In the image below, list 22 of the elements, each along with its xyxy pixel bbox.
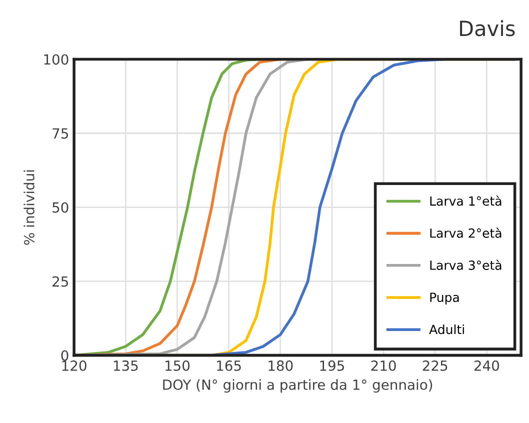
x-tick-label: 195 [320,360,344,371]
x-tick-label: 180 [268,360,293,371]
x-tick-label: 210 [371,360,396,371]
y-tick-label: 100 [44,54,68,65]
legend-label: Larva 1°età [430,196,502,206]
x-tick-label: 150 [165,360,190,371]
y-tick-label: 25 [52,276,68,287]
legend-label: Pupa [430,292,459,304]
x-tick-label: 240 [474,360,500,371]
legend-label: Adulti [429,324,464,334]
x-tick-label: 165 [217,360,241,371]
y-tick-label: 50 [52,202,68,213]
y-tick-label: 0 [61,350,68,361]
legend-label: Larva 3°età [430,260,502,270]
y-axis-title: % individui [24,170,34,245]
x-tick-label: 120 [62,360,86,371]
y-tick-label: 75 [52,128,68,139]
chart-title: Davis [460,20,515,36]
x-axis-title: DOY (N° giorni a partire da 1° gennaio) [163,379,432,393]
x-tick-label: 135 [114,360,138,371]
x-tick-label: 225 [422,360,448,371]
legend-label: Larva 2°età [430,228,502,238]
